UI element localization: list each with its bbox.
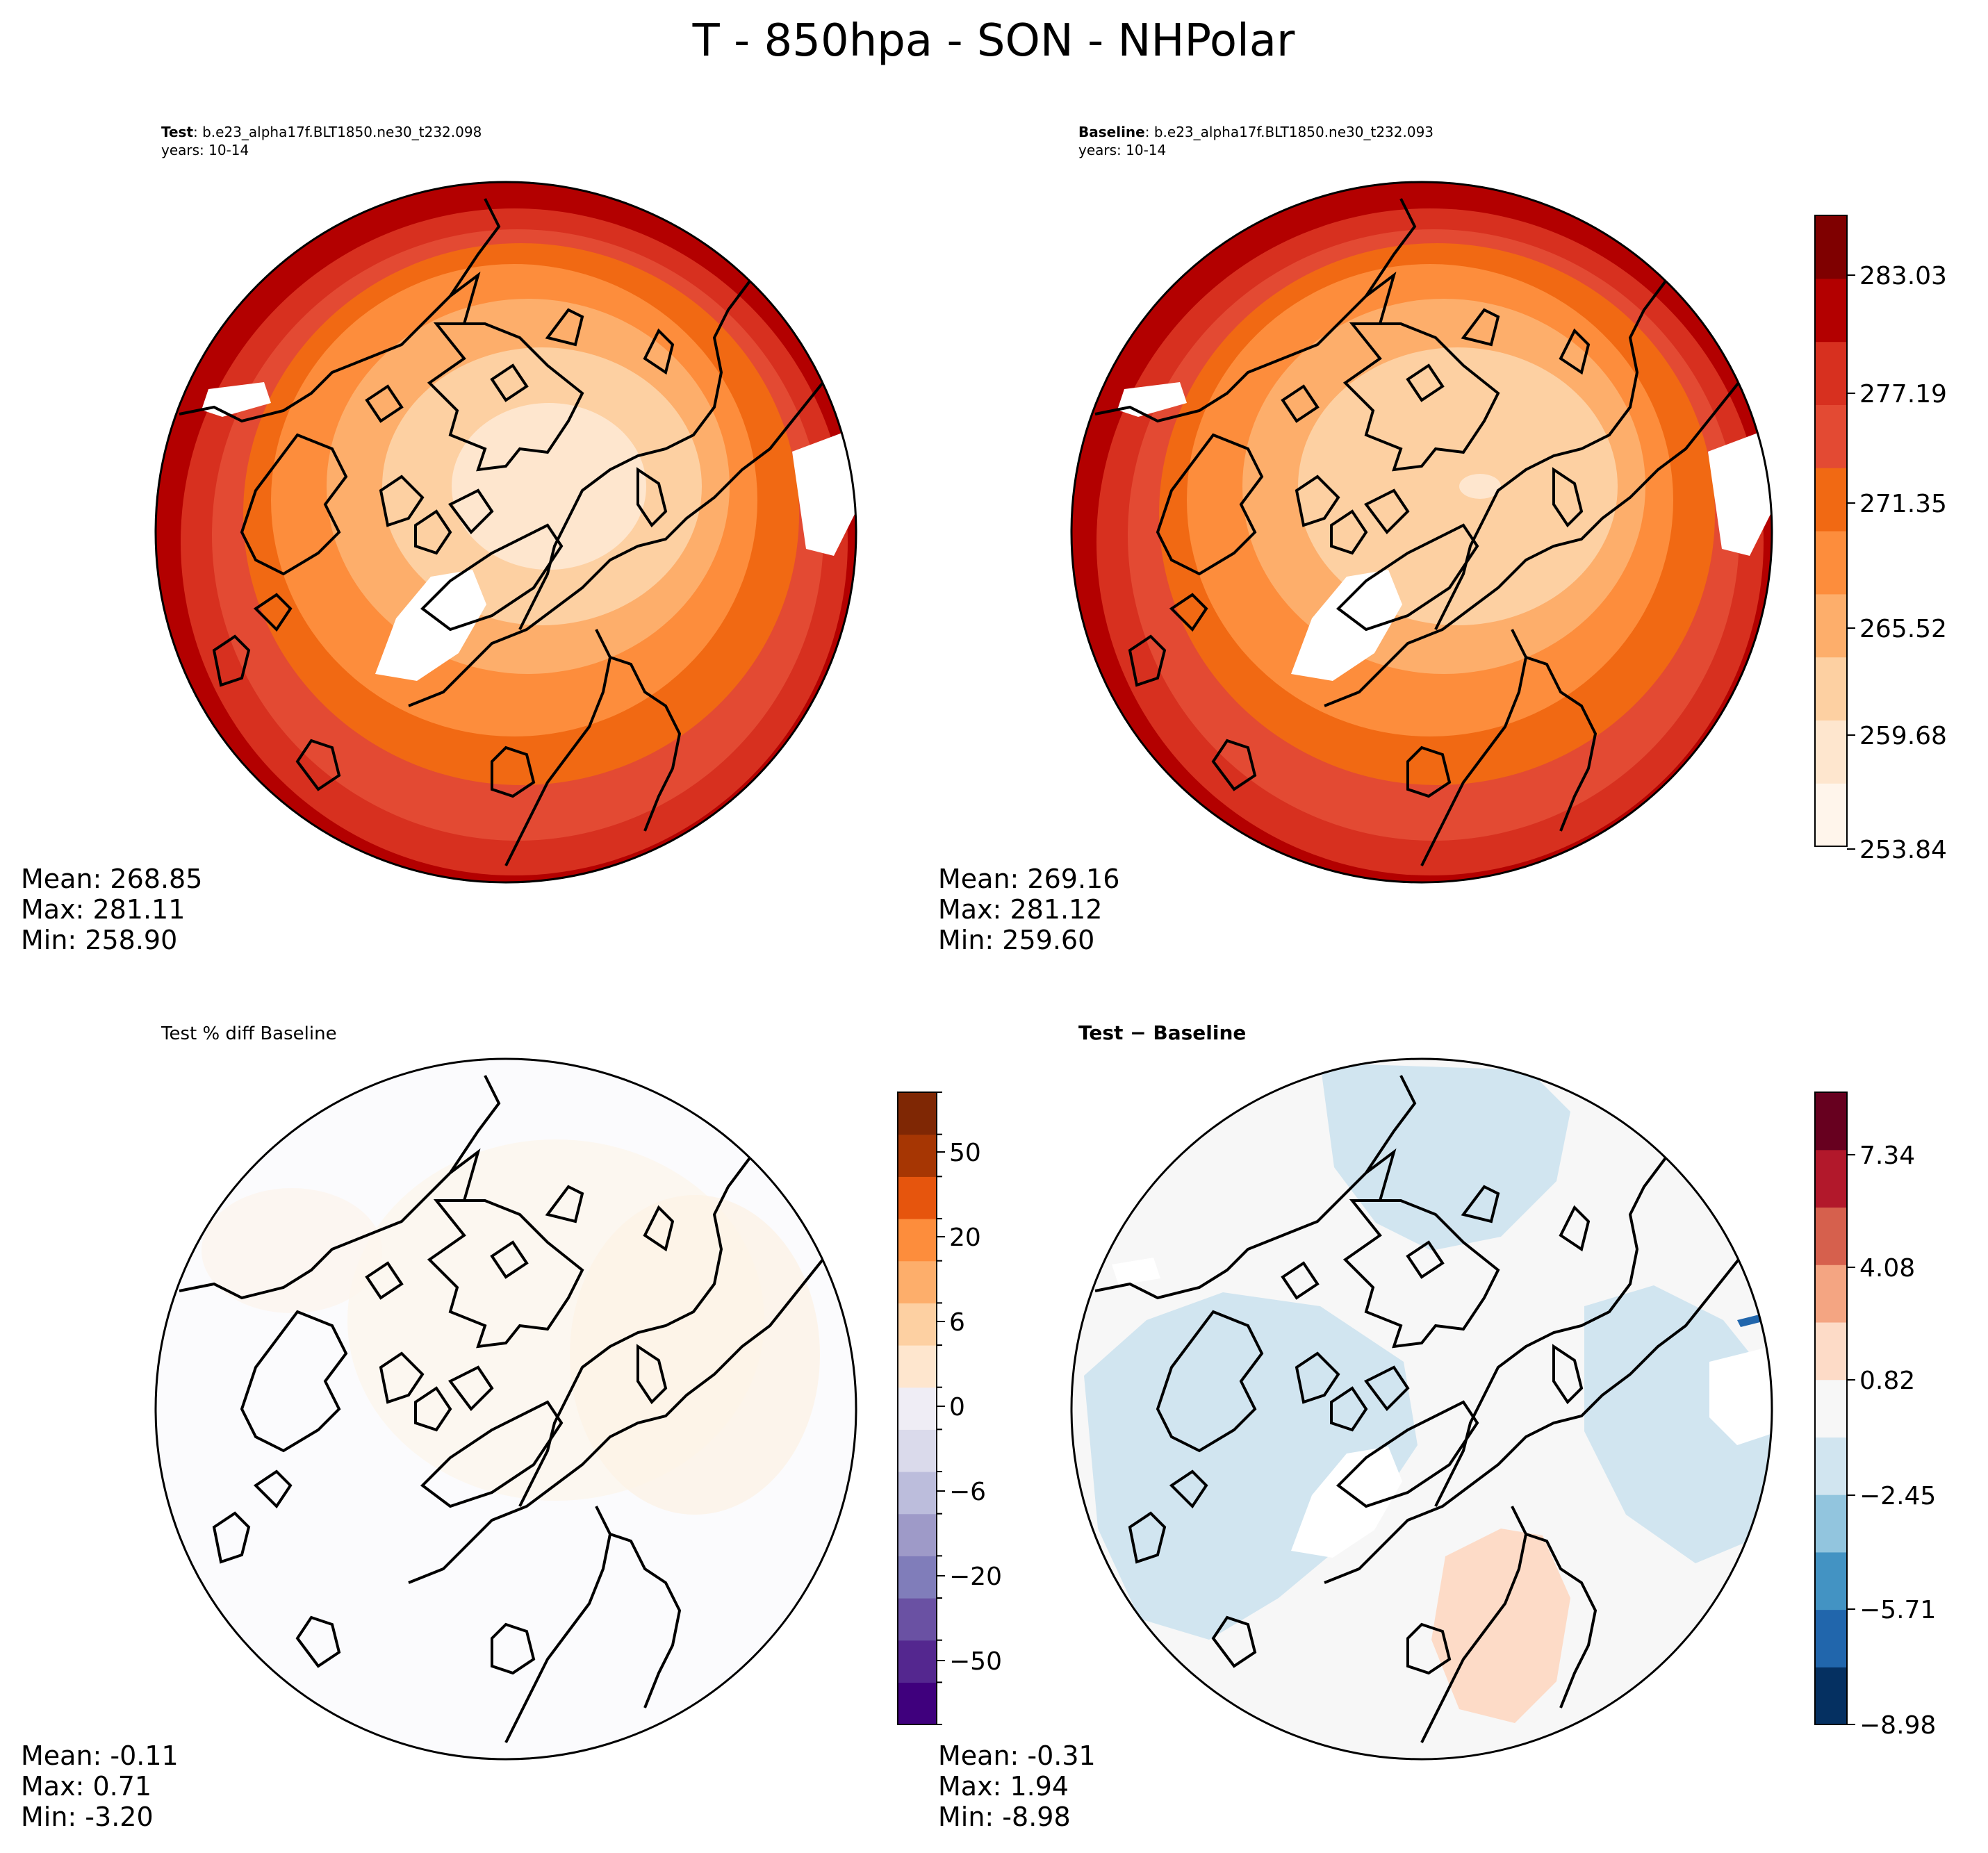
colorbar-tick-label: 271.35 xyxy=(1859,490,1947,518)
colorbar-swatch xyxy=(1815,215,1847,279)
colorbar-swatch xyxy=(1815,278,1847,343)
panel-test-label: Test: b.e23_alpha17f.BLT1850.ne30_t232.0… xyxy=(161,124,482,140)
colorbar-swatch xyxy=(898,1345,937,1388)
panel-test-label-rest: : b.e23_alpha17f.BLT1850.ne30_t232.098 xyxy=(193,124,482,140)
colorbar-tick-label: −8.98 xyxy=(1859,1711,1936,1740)
colorbar-swatch xyxy=(1815,531,1847,595)
colorbar-swatch xyxy=(1815,783,1847,847)
colorbar-tick-label: −5.71 xyxy=(1859,1596,1936,1624)
colorbar-swatch xyxy=(898,1472,937,1515)
colorbar-swatch xyxy=(898,1513,937,1556)
colorbar-swatch xyxy=(1815,1667,1847,1725)
map-pctdiff-boundary xyxy=(154,1057,857,1761)
colorbar-swatch xyxy=(898,1260,937,1303)
panel-test: Test: b.e23_alpha17f.BLT1850.ne30_t232.0… xyxy=(21,124,857,955)
colorbar-swatch xyxy=(898,1387,937,1430)
panel-baseline-years: years: 10-14 xyxy=(1078,142,1166,158)
colorbar-tick-label: 20 xyxy=(949,1224,981,1252)
panel-baseline-label-bold: Baseline xyxy=(1078,124,1145,140)
map-baseline xyxy=(1071,182,1772,882)
stats-pctdiff-min: Min: -3.20 xyxy=(21,1802,154,1832)
map-diff-boundary xyxy=(1070,1057,1773,1761)
colorbar-tick-label: 259.68 xyxy=(1859,722,1947,750)
colorbar-tick-label: −2.45 xyxy=(1859,1482,1936,1510)
map-pctdiff xyxy=(156,1059,856,1759)
map-test xyxy=(156,182,856,882)
colorbar-tick-label: −50 xyxy=(949,1647,1002,1676)
colorbar-swatch xyxy=(1815,1265,1847,1323)
colorbar-swatch xyxy=(1815,1379,1847,1438)
colorbar-tick-label: 277.19 xyxy=(1859,380,1947,409)
panel-test-years: years: 10-14 xyxy=(161,142,249,158)
panel-test-label-bold: Test xyxy=(161,124,193,140)
panel-diff-label: Test − Baseline xyxy=(1078,1021,1246,1044)
map-diff xyxy=(1071,1059,1772,1759)
colorbar-difference: 7.34 4.08 0.82 −2.45 −5.71 −8.98 xyxy=(1814,1092,1936,1740)
colorbar-swatch xyxy=(898,1429,937,1472)
colorbar-tick-label: 7.34 xyxy=(1859,1142,1915,1170)
stats-diff-max: Max: 1.94 xyxy=(938,1771,1069,1802)
map-test-boundary xyxy=(154,181,857,884)
colorbar-tick-label: 4.08 xyxy=(1859,1254,1915,1283)
panel-baseline: Baseline: b.e23_alpha17f.BLT1850.ne30_t2… xyxy=(938,124,1773,955)
colorbar-percent-difference: 50 20 6 0 −6 −20 −50 xyxy=(897,1092,1002,1725)
colorbar-tick-label: 253.84 xyxy=(1859,836,1947,864)
stats-pctdiff-mean: Mean: -0.11 xyxy=(21,1740,179,1771)
colorbar-frame xyxy=(1814,215,1848,847)
colorbar-swatch xyxy=(898,1556,937,1599)
panel-pctdiff: Test % diff Baseline Mean: -0.11 Max: 0.… xyxy=(21,1023,857,1832)
colorbar-temperature: 283.03 277.19 271.35 265.52 259.68 253.84 xyxy=(1814,215,1947,864)
stats-test-mean: Mean: 268.85 xyxy=(21,864,202,894)
colorbar-swatch xyxy=(1815,657,1847,720)
stats-baseline-mean: Mean: 269.16 xyxy=(938,864,1119,894)
stats-test-min: Min: 258.90 xyxy=(21,925,177,955)
colorbar-swatch xyxy=(898,1176,937,1219)
map-baseline-boundary xyxy=(1070,181,1773,884)
colorbar-tick-label: −20 xyxy=(949,1563,1002,1591)
stats-diff-mean: Mean: -0.31 xyxy=(938,1740,1096,1771)
colorbar-tick-label: 6 xyxy=(949,1308,965,1337)
colorbar-swatch xyxy=(898,1303,937,1346)
colorbar-tick-label: 283.03 xyxy=(1859,262,1947,290)
colorbar-swatch xyxy=(1815,1092,1847,1151)
colorbar-swatch xyxy=(898,1092,937,1135)
panel-baseline-label-rest: : b.e23_alpha17f.BLT1850.ne30_t232.093 xyxy=(1145,124,1434,140)
stats-baseline-max: Max: 281.12 xyxy=(938,894,1102,925)
panel-diff: Test − Baseline Mean: -0.31 Max: 1.94 Mi… xyxy=(938,1021,1773,1832)
colorbar-swatch xyxy=(1815,1149,1847,1208)
colorbar-tick-label: 0 xyxy=(949,1393,965,1422)
panel-pctdiff-label: Test % diff Baseline xyxy=(161,1023,337,1044)
colorbar-swatch xyxy=(1815,1437,1847,1495)
stats-test-max: Max: 281.11 xyxy=(21,894,185,925)
stats-pctdiff-max: Max: 0.71 xyxy=(21,1771,151,1802)
colorbar-tick-label: 0.82 xyxy=(1859,1367,1915,1395)
stats-baseline-min: Min: 259.60 xyxy=(938,925,1094,955)
colorbar-frame xyxy=(1814,1092,1848,1725)
colorbar-tick-label: 50 xyxy=(949,1139,981,1167)
colorbar-swatch xyxy=(898,1640,937,1683)
colorbar-swatch xyxy=(1815,593,1847,658)
colorbar-swatch xyxy=(1815,468,1847,532)
colorbar-swatch xyxy=(898,1219,937,1262)
stats-diff-min: Min: -8.98 xyxy=(938,1802,1071,1832)
colorbar-swatch xyxy=(898,1134,937,1177)
colorbar-swatch xyxy=(1815,1321,1847,1381)
colorbar-swatch xyxy=(898,1598,937,1641)
figure-title: T - 850hpa - SON - NHPolar xyxy=(692,15,1295,67)
panel-baseline-label: Baseline: b.e23_alpha17f.BLT1850.ne30_t2… xyxy=(1078,124,1434,140)
colorbar-tick-label: 265.52 xyxy=(1859,615,1947,643)
colorbar-swatch xyxy=(1815,720,1847,784)
colorbar-swatch xyxy=(898,1682,937,1725)
colorbar-swatch xyxy=(1815,341,1847,405)
colorbar-tick-label: −6 xyxy=(949,1478,986,1506)
colorbar-swatch xyxy=(1815,1609,1847,1667)
colorbar-swatch xyxy=(1815,1551,1847,1611)
colorbar-swatch xyxy=(1815,1207,1847,1265)
colorbar-swatch xyxy=(1815,1494,1847,1553)
colorbar-frame xyxy=(897,1092,937,1725)
colorbar-swatch xyxy=(1815,404,1847,468)
